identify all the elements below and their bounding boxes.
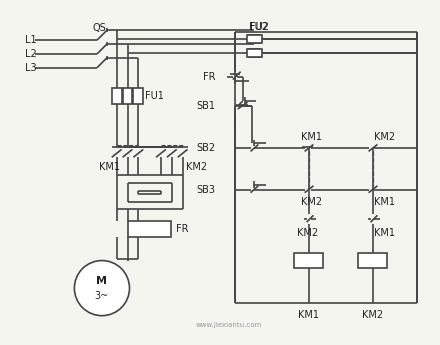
Bar <box>358 253 387 268</box>
Bar <box>246 35 262 43</box>
Text: QS: QS <box>92 23 106 33</box>
Bar <box>249 35 260 43</box>
Bar <box>246 49 262 57</box>
Bar <box>128 221 171 237</box>
Text: KM2: KM2 <box>362 310 383 320</box>
Text: L1: L1 <box>25 35 37 45</box>
Text: KM1: KM1 <box>374 228 396 238</box>
Text: KM1: KM1 <box>99 162 120 172</box>
Text: KM2: KM2 <box>301 197 322 207</box>
Text: SB3: SB3 <box>196 185 215 195</box>
Text: KM1: KM1 <box>298 310 319 320</box>
Text: FR: FR <box>176 224 188 234</box>
Bar <box>112 88 121 104</box>
Text: FU2: FU2 <box>249 22 268 32</box>
Text: FU1: FU1 <box>145 91 164 101</box>
Text: KM2: KM2 <box>297 228 318 238</box>
Bar <box>133 88 143 104</box>
Text: KM2: KM2 <box>186 162 207 172</box>
Bar <box>249 49 260 57</box>
Bar <box>294 253 323 268</box>
Text: M: M <box>96 276 107 286</box>
Text: SB2: SB2 <box>196 144 215 154</box>
Text: www.jiexiantu.com: www.jiexiantu.com <box>195 322 262 327</box>
Text: L2: L2 <box>25 49 37 59</box>
Text: FU2: FU2 <box>249 22 268 32</box>
Circle shape <box>74 260 129 316</box>
Text: L3: L3 <box>25 63 37 73</box>
Text: 3~: 3~ <box>95 291 109 301</box>
Text: SB1: SB1 <box>196 101 215 111</box>
Text: KM1: KM1 <box>374 197 396 207</box>
Text: KM1: KM1 <box>301 131 322 141</box>
Bar <box>123 88 132 104</box>
Text: FR: FR <box>202 71 215 81</box>
Text: KM2: KM2 <box>374 131 396 141</box>
